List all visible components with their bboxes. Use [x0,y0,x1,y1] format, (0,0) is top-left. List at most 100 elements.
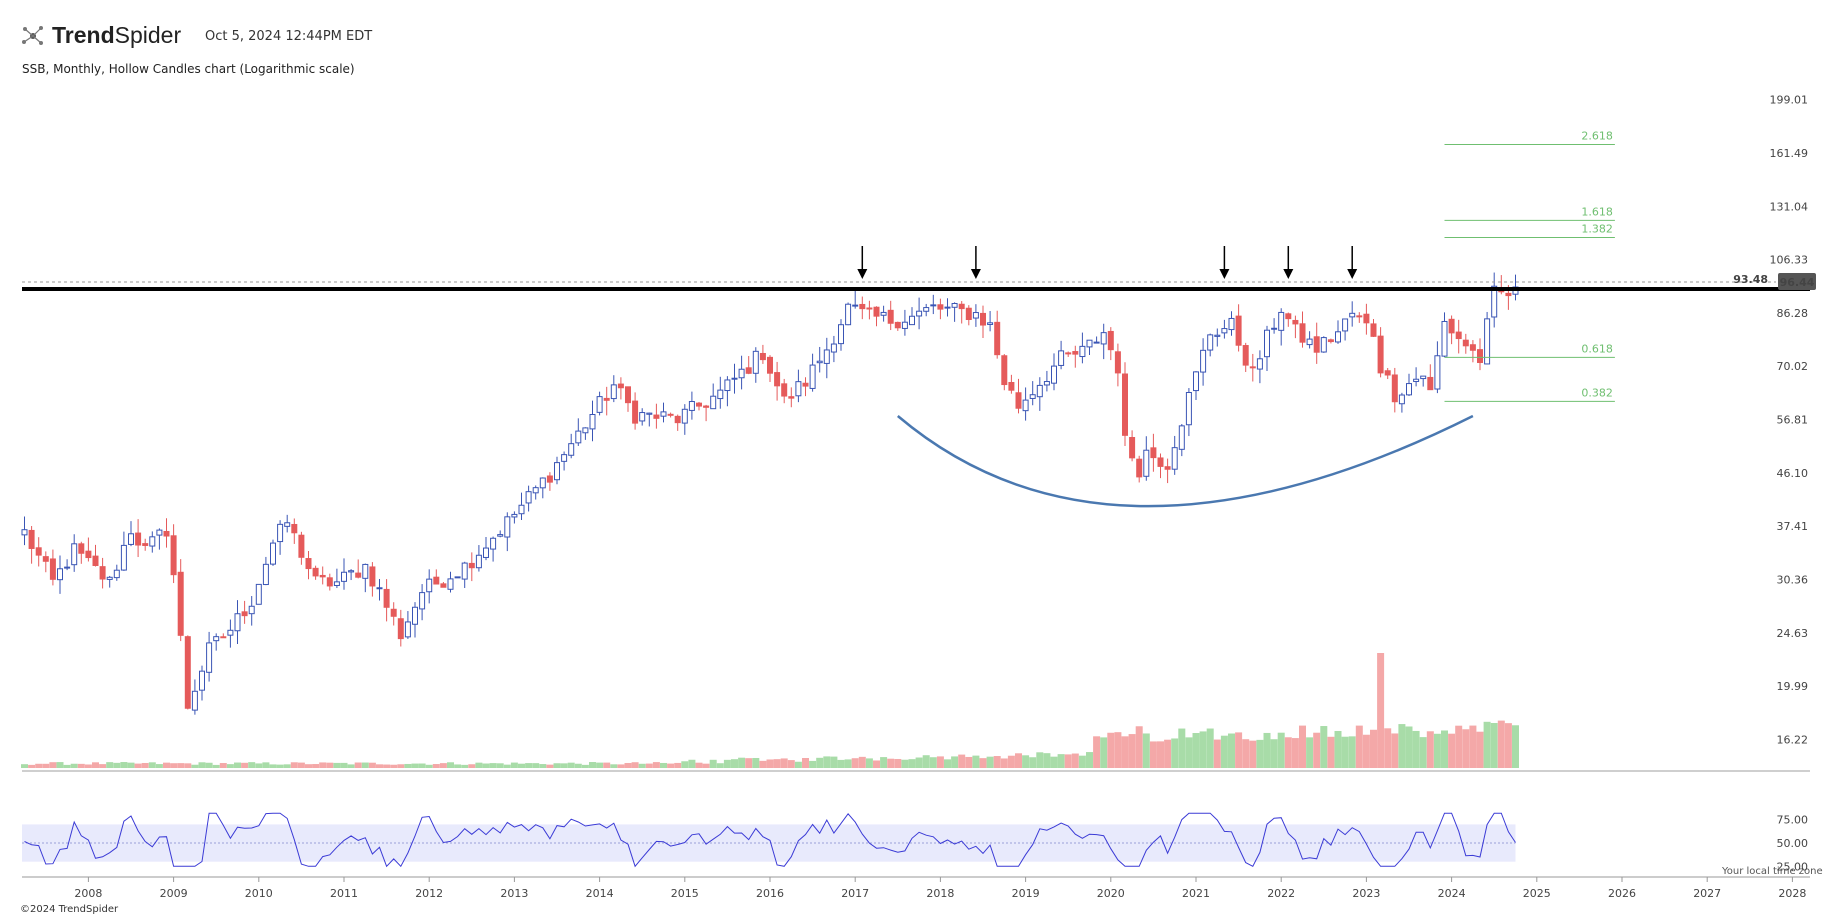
candle-body [1363,313,1370,324]
volume-bar [1362,734,1370,768]
volume-bar [880,757,888,768]
candle-body [1001,355,1008,386]
volume-bar [1341,736,1349,768]
volume-bar [1142,733,1150,768]
candle-body [149,536,156,547]
candle-body [1264,329,1270,358]
volume-bar [965,756,973,768]
candle-body [994,321,1001,356]
candle-body [646,412,653,415]
volume-bar [1455,725,1463,768]
volume-bar [255,763,263,768]
candle-body [348,570,355,573]
volume-bar [731,759,738,768]
volume-bar [1157,741,1164,768]
volume-bar [1235,732,1243,768]
volume-bar [1199,731,1207,768]
volume-bar [404,763,412,768]
volume-bar [567,762,575,768]
volume-bar [688,759,696,768]
candle-body [1391,374,1398,403]
candle-body [546,475,553,483]
x-tick-label: 2015 [671,887,699,900]
volume-bar [518,763,525,768]
candle-body [724,379,731,392]
volume-bar [972,755,980,768]
candle-body [802,382,809,387]
candle-body [1271,327,1278,330]
volume-bar [589,762,596,768]
volume-bar [1504,723,1512,768]
candle-body [532,487,539,494]
volume-bar [851,758,859,768]
volume-bar [305,764,312,768]
current-price-label: 96.44 [1780,276,1815,289]
volume-bar [1306,737,1314,768]
volume-bar [1384,728,1392,768]
candle-body [369,566,376,587]
volume-bar [1086,752,1093,768]
candle-body [561,454,568,462]
candle-body [873,306,880,317]
x-tick-label: 2022 [1267,887,1295,900]
candle-body [1477,349,1483,363]
candle-body [440,583,447,588]
volume-bar [1291,738,1299,768]
resistance-arrowhead [970,269,981,279]
x-tick-label: 2017 [841,887,869,900]
volume-bar [347,764,355,768]
fib-level-label: 2.618 [1581,129,1613,142]
candle-body [234,613,241,632]
volume-bar [1164,739,1172,768]
volume-bar [681,761,689,768]
volume-bar [148,762,156,768]
volume-bar [333,762,341,768]
candle-body [326,577,333,587]
volume-bar [1348,736,1356,768]
volume-bar [63,764,71,768]
candle-body [113,569,120,579]
volume-bar [1469,725,1477,768]
candle-body [1313,336,1320,353]
volume-bar [596,762,604,768]
candle-body [1051,365,1057,384]
candle-body [262,563,269,586]
volume-bar [631,762,639,768]
volume-bar [574,763,582,768]
volume-bar [1185,737,1193,768]
candle-body [1157,457,1164,467]
volume-bar [865,758,873,768]
volume-bar [447,762,454,768]
volume-bar [1128,734,1136,768]
candle-body [696,402,702,407]
candle-body [106,576,113,580]
fib-level-label: 1.382 [1581,222,1613,235]
volume-bar [802,758,809,768]
volume-bar [1377,653,1385,768]
candle-body [433,576,440,585]
candle-body [1249,366,1256,369]
x-tick-label: 2021 [1182,887,1210,900]
y-tick-label: 46.10 [1777,467,1809,480]
candle-body [1221,328,1228,334]
x-tick-label: 2008 [74,887,102,900]
volume-bar [759,760,767,768]
volume-bar [1327,736,1335,768]
y-tick-label: 30.36 [1777,573,1809,586]
candle-body [582,427,589,434]
candle-body [1469,344,1476,351]
volume-bar [794,761,802,768]
candle-body [78,543,85,554]
candle-body [958,303,965,310]
x-tick-label: 2020 [1097,887,1125,900]
volume-bar [297,762,305,768]
volume-bar [482,763,490,768]
x-tick-label: 2025 [1523,887,1551,900]
volume-bar [198,762,206,768]
volume-bar [397,764,405,768]
volume-bar [56,762,64,768]
volume-bar [986,756,994,768]
candle-body [511,513,518,518]
candle-body [880,311,887,316]
